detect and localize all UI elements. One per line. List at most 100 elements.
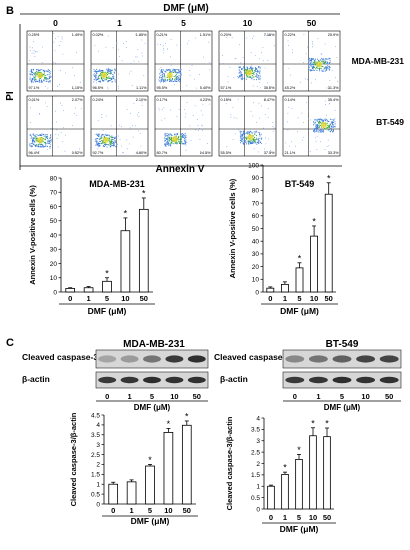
y-tick-label: 0: [256, 506, 260, 513]
blot-band: [308, 376, 328, 384]
x-tick-label: 50: [183, 506, 191, 515]
blot-band: [187, 376, 206, 384]
x-tick-label: 5: [148, 506, 152, 515]
blot-lane-label: 50: [193, 392, 201, 401]
flow-plot-frame: [90, 30, 149, 92]
quadrant-value-ll: 55.5%: [221, 151, 232, 155]
blot-right-title: BT-549: [326, 339, 359, 350]
significance-marker: *: [142, 188, 146, 198]
bar: [310, 235, 319, 293]
y-tick-label: 1.5: [251, 472, 260, 479]
y-tick-label: 3: [96, 442, 100, 449]
quadrant-value-ur: 7.16%: [264, 33, 275, 37]
quadrant-value-ll: 92.7%: [93, 151, 104, 155]
quadrant-value-ll: 80.7%: [157, 151, 168, 155]
y-tick-label: 4.5: [91, 412, 100, 419]
western-blot-mda-mb-231: [95, 349, 209, 389]
quadrant-value-ul: 0.15%: [221, 98, 232, 102]
x-axis-title: DMF (μM): [88, 306, 127, 316]
flow-x-axis-label: Annexin V: [156, 164, 205, 175]
blot-x-label: DMF (μM): [324, 403, 361, 412]
bar: [324, 193, 333, 293]
y-tick-label: 2: [256, 461, 260, 468]
x-tick-label: 5: [105, 294, 109, 303]
blot-band: [120, 355, 139, 363]
y-tick-label: 0.5: [251, 495, 260, 502]
y-tick-label: 60: [252, 213, 260, 220]
x-tick-label: 5: [297, 513, 301, 522]
y-axis-title: Cleaved caspase-3/β-actin: [69, 412, 78, 506]
scatter-dots: [285, 100, 336, 152]
y-tick-label: 30: [50, 247, 58, 254]
x-tick-label: 0: [268, 294, 272, 303]
flow-cytometry-grid: 0.25% 1.49% 97.1% 1.15% 0.02% 1.85% 96.5% 1.11%…: [26, 30, 405, 157]
blot-lane-label: 0: [293, 392, 297, 401]
x-tick-label: 10: [310, 294, 318, 303]
blot-band: [356, 355, 376, 363]
scatter-dots: [222, 34, 275, 89]
quadrant-value-ll: 96.4%: [29, 151, 40, 155]
blot-right-label-caspase: Cleaved caspase-3: [214, 352, 290, 362]
x-tick-label: 5: [297, 294, 301, 303]
y-tick-label: 60: [50, 204, 58, 211]
flow-plot: 0.24% 2.10% 92.7% 4.90%: [90, 95, 149, 157]
annexin-chart-mda-mb-231: MDA-MB-231 0 10 20 30 40 50 60 70 80 0 1 * 5 * 10 * 50 DMF…: [28, 175, 155, 316]
y-tick-label: 0: [53, 289, 57, 296]
x-tick-label: 1: [283, 294, 287, 303]
quadrant-value-ll: 57.1%: [221, 86, 232, 90]
quadrant-value-ul: 0.24%: [93, 98, 104, 102]
flow-concentration-label: 1: [117, 18, 122, 28]
x-tick-label: 0: [269, 513, 273, 522]
blot-left-title: MDA-MB-231: [123, 339, 185, 350]
significance-marker: *: [327, 173, 331, 183]
y-tick-label: 3.5: [91, 432, 100, 439]
y-tick-label: 1: [256, 484, 260, 491]
blot-band: [98, 355, 117, 363]
scatter-dots: [29, 100, 82, 154]
blot-lane-label: 50: [385, 392, 393, 401]
y-tick-label: 4: [96, 422, 100, 429]
flow-plot-frame: [218, 95, 277, 157]
scatter-dots: [94, 101, 146, 154]
blot-band: [332, 355, 352, 363]
blot-lane-label: 5: [340, 392, 344, 401]
quadrant-value-lr: 1.11%: [136, 86, 147, 90]
y-tick-label: 10: [50, 275, 58, 282]
x-tick-label: 50: [323, 513, 331, 522]
significance-marker: *: [148, 455, 152, 465]
flow-cell-line-label: MDA-MB-231: [352, 56, 405, 66]
flow-plot: 0.17% 4.23% 80.7% 14.5%: [154, 95, 213, 157]
y-tick-label: 3: [256, 438, 260, 445]
quadrant-value-ul: 0.17%: [157, 98, 168, 102]
blot-band: [143, 355, 161, 363]
bar: [281, 474, 289, 510]
flow-plot: 0.22% 25.9% 43.2% 31.3%: [282, 30, 341, 92]
panel-b-letter: B: [6, 5, 14, 17]
y-tick-label: 10: [252, 277, 260, 284]
flow-plot: 0.01% 2.07% 96.4% 0.52%: [26, 95, 85, 157]
bar: [120, 230, 131, 293]
x-tick-label: 10: [309, 513, 317, 522]
quadrant-value-lr: 14.5%: [200, 151, 211, 155]
blot-x-label: DMF (μM): [134, 403, 171, 412]
flow-plot: 0.14% 35.4% 21.1% 33.3%: [282, 95, 341, 157]
y-tick-label: 40: [252, 239, 260, 246]
y-axis-title: Cleaved caspase-3/β-actin: [225, 416, 234, 510]
blot-band: [379, 376, 399, 384]
annexin-chart-bt-549: BT-549 0 10 20 30 40 50 60 70 80 90 100 0 1 * 5 * 10 * 50 DM…: [228, 162, 338, 316]
flow-plot-frame: [218, 30, 277, 92]
x-axis-title: DMF (μM): [280, 306, 319, 316]
quadrant-value-ll: 95.5%: [157, 86, 168, 90]
flow-y-axis-label: PI: [5, 91, 16, 101]
quadrant-value-ll: 43.2%: [285, 86, 296, 90]
blot-lane-label: 0: [105, 392, 109, 401]
y-tick-label: 0.5: [91, 491, 100, 498]
blot-lane-label: 10: [361, 392, 369, 401]
blot-band: [332, 376, 352, 384]
significance-marker: *: [298, 253, 302, 263]
flow-plot: 0.20% 7.16% 57.1% 35.6%: [218, 30, 277, 92]
blot-band: [165, 376, 184, 384]
y-tick-label: 4: [256, 415, 260, 422]
bar: [323, 436, 331, 510]
